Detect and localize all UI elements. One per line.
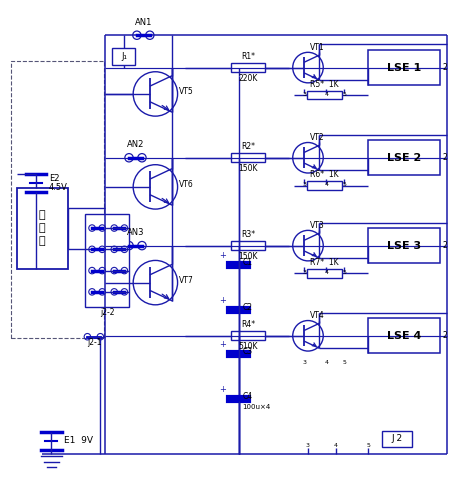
Text: AN3: AN3 bbox=[127, 228, 144, 237]
Text: C3: C3 bbox=[242, 347, 252, 356]
Text: VT7: VT7 bbox=[178, 276, 193, 285]
Text: AN2: AN2 bbox=[127, 140, 144, 149]
Text: R6*  1K: R6* 1K bbox=[310, 171, 338, 179]
Text: 3: 3 bbox=[306, 443, 310, 448]
Text: LSE 1: LSE 1 bbox=[387, 63, 421, 73]
Text: 3: 3 bbox=[302, 182, 306, 187]
Text: R5*  1K: R5* 1K bbox=[310, 80, 338, 89]
Text: 2: 2 bbox=[442, 63, 447, 72]
Text: C2: C2 bbox=[242, 303, 252, 312]
Text: 220K: 220K bbox=[238, 74, 257, 83]
Text: VT2: VT2 bbox=[310, 133, 324, 142]
Text: 150K: 150K bbox=[238, 252, 257, 261]
Text: 5: 5 bbox=[342, 270, 346, 275]
Bar bbox=[17, 188, 67, 269]
Text: 2: 2 bbox=[442, 153, 447, 162]
Text: +: + bbox=[219, 385, 226, 394]
Text: 5: 5 bbox=[342, 92, 346, 97]
Text: VT1: VT1 bbox=[310, 43, 324, 52]
Bar bbox=[231, 153, 265, 162]
Bar bbox=[11, 61, 103, 338]
Text: 3: 3 bbox=[302, 270, 306, 275]
Text: +: + bbox=[219, 340, 226, 349]
Text: LSE 2: LSE 2 bbox=[387, 153, 421, 163]
Text: AN1: AN1 bbox=[135, 18, 152, 27]
Text: 2: 2 bbox=[442, 241, 447, 250]
Bar bbox=[231, 63, 265, 72]
Text: LSE 4: LSE 4 bbox=[387, 331, 421, 341]
Text: 510K: 510K bbox=[238, 342, 257, 351]
Text: VT3: VT3 bbox=[310, 221, 325, 230]
Text: R4*: R4* bbox=[241, 321, 255, 329]
Text: VT4: VT4 bbox=[310, 311, 325, 320]
Text: 4: 4 bbox=[334, 443, 338, 448]
Text: 4: 4 bbox=[324, 361, 329, 365]
Text: 3: 3 bbox=[302, 92, 306, 97]
Text: VT6: VT6 bbox=[178, 180, 193, 189]
Text: R7*  1K: R7* 1K bbox=[310, 258, 338, 268]
Text: C1: C1 bbox=[242, 258, 252, 267]
Text: j2-2: j2-2 bbox=[100, 308, 114, 317]
Bar bbox=[368, 140, 440, 175]
Text: j2-1: j2-1 bbox=[88, 338, 102, 347]
Bar bbox=[231, 241, 265, 250]
Text: 3: 3 bbox=[302, 361, 306, 365]
Bar bbox=[382, 430, 412, 447]
Text: +: + bbox=[219, 296, 226, 305]
Text: 4: 4 bbox=[324, 182, 329, 187]
Text: 100u×4: 100u×4 bbox=[242, 404, 271, 410]
Text: LSE 3: LSE 3 bbox=[387, 241, 421, 251]
Text: E2: E2 bbox=[49, 174, 59, 183]
Text: 2: 2 bbox=[442, 331, 447, 340]
Text: 5: 5 bbox=[342, 182, 346, 187]
Text: R1*: R1* bbox=[241, 52, 255, 61]
Bar bbox=[307, 91, 342, 99]
Bar bbox=[112, 48, 136, 65]
Bar bbox=[368, 50, 440, 85]
Bar bbox=[307, 181, 342, 190]
Text: 5: 5 bbox=[342, 361, 346, 365]
Text: 4.5V: 4.5V bbox=[49, 183, 68, 192]
Text: 4: 4 bbox=[324, 92, 329, 97]
Text: E1  9V: E1 9V bbox=[64, 436, 93, 445]
Text: R3*: R3* bbox=[241, 230, 255, 239]
Text: C4: C4 bbox=[242, 392, 252, 401]
Text: 4: 4 bbox=[324, 270, 329, 275]
Bar bbox=[368, 228, 440, 263]
Text: 150K: 150K bbox=[238, 164, 257, 173]
Bar bbox=[85, 214, 129, 307]
Text: VT5: VT5 bbox=[178, 87, 193, 96]
Bar bbox=[231, 331, 265, 340]
Text: J 2: J 2 bbox=[391, 434, 402, 443]
Text: R2*: R2* bbox=[241, 142, 255, 151]
Bar bbox=[368, 319, 440, 353]
Text: 报
警
器: 报 警 器 bbox=[39, 210, 45, 246]
Text: J₁: J₁ bbox=[121, 52, 127, 61]
Text: 5: 5 bbox=[366, 443, 370, 448]
Text: +: + bbox=[219, 251, 226, 260]
Bar bbox=[307, 269, 342, 278]
